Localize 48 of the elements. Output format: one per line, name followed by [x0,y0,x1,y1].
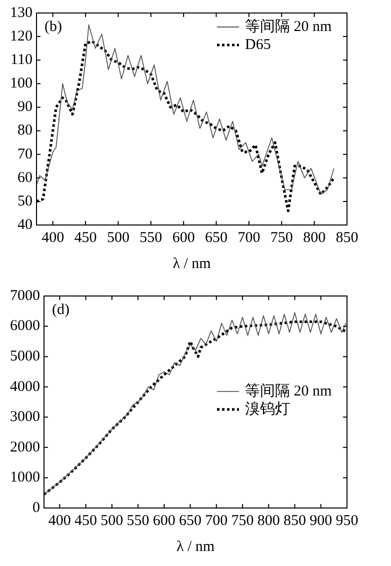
x-tick-label: 800 [257,512,280,529]
x-tick-label: 850 [336,230,358,246]
legend-label: 等间隔 20 nm [245,18,332,35]
x-tick-label: 700 [238,230,260,246]
x-tick-label: 950 [336,512,358,529]
legend-label: 等间隔 20 nm [245,382,332,400]
annotation: (d) [52,302,70,318]
x-tick-label: 400 [42,230,64,246]
y-tick-label: 4000 [10,378,40,395]
x-tick-label: 500 [100,512,124,529]
legend-label: 溴钨灯 [245,400,290,418]
legend-label: D65 [245,36,271,53]
y-tick-label: 90 [18,99,32,116]
y-tick-label: 100 [10,76,32,92]
y-tick-label: 40 [18,216,32,233]
y-tick-label: 120 [10,28,32,44]
x-tick-label: 550 [126,512,150,529]
y-tick-label: 70 [18,146,32,162]
x-tick-label: 650 [205,230,228,246]
x-tick-label: 650 [179,512,202,529]
x-tick-label: 600 [152,512,176,529]
x-axis-title: λ / nm [176,538,215,555]
x-tick-label: 600 [172,230,195,246]
x-axis-title: λ / nm [172,256,212,272]
y-tick-label: 6000 [10,318,40,334]
y-tick-label: 60 [18,170,32,186]
x-tick-label: 850 [284,512,306,529]
x-tick-label: 550 [140,230,162,246]
y-tick-label: 7000 [10,288,40,304]
y-tick-label: 5000 [10,348,40,365]
y-tick-label: 80 [18,122,32,139]
y-tick-label: 0 [32,500,40,516]
x-tick-label: 400 [48,512,71,529]
x-tick-label: 750 [231,512,254,529]
x-tick-label: 450 [74,230,97,246]
y-tick-label: 130 [10,4,32,21]
y-tick-label: 3000 [10,409,40,426]
y-tick-label: 1000 [10,470,40,486]
x-tick-label: 750 [270,230,293,246]
x-tick-label: 500 [106,230,130,246]
y-tick-label: 50 [18,193,32,210]
annotation: (b) [44,18,62,35]
y-tick-label: 110 [10,52,32,68]
x-tick-label: 450 [74,512,98,529]
x-tick-label: 700 [205,512,228,529]
x-tick-label: 800 [303,230,326,246]
y-tick-label: 2000 [10,439,40,456]
x-tick-label: 900 [310,512,332,529]
